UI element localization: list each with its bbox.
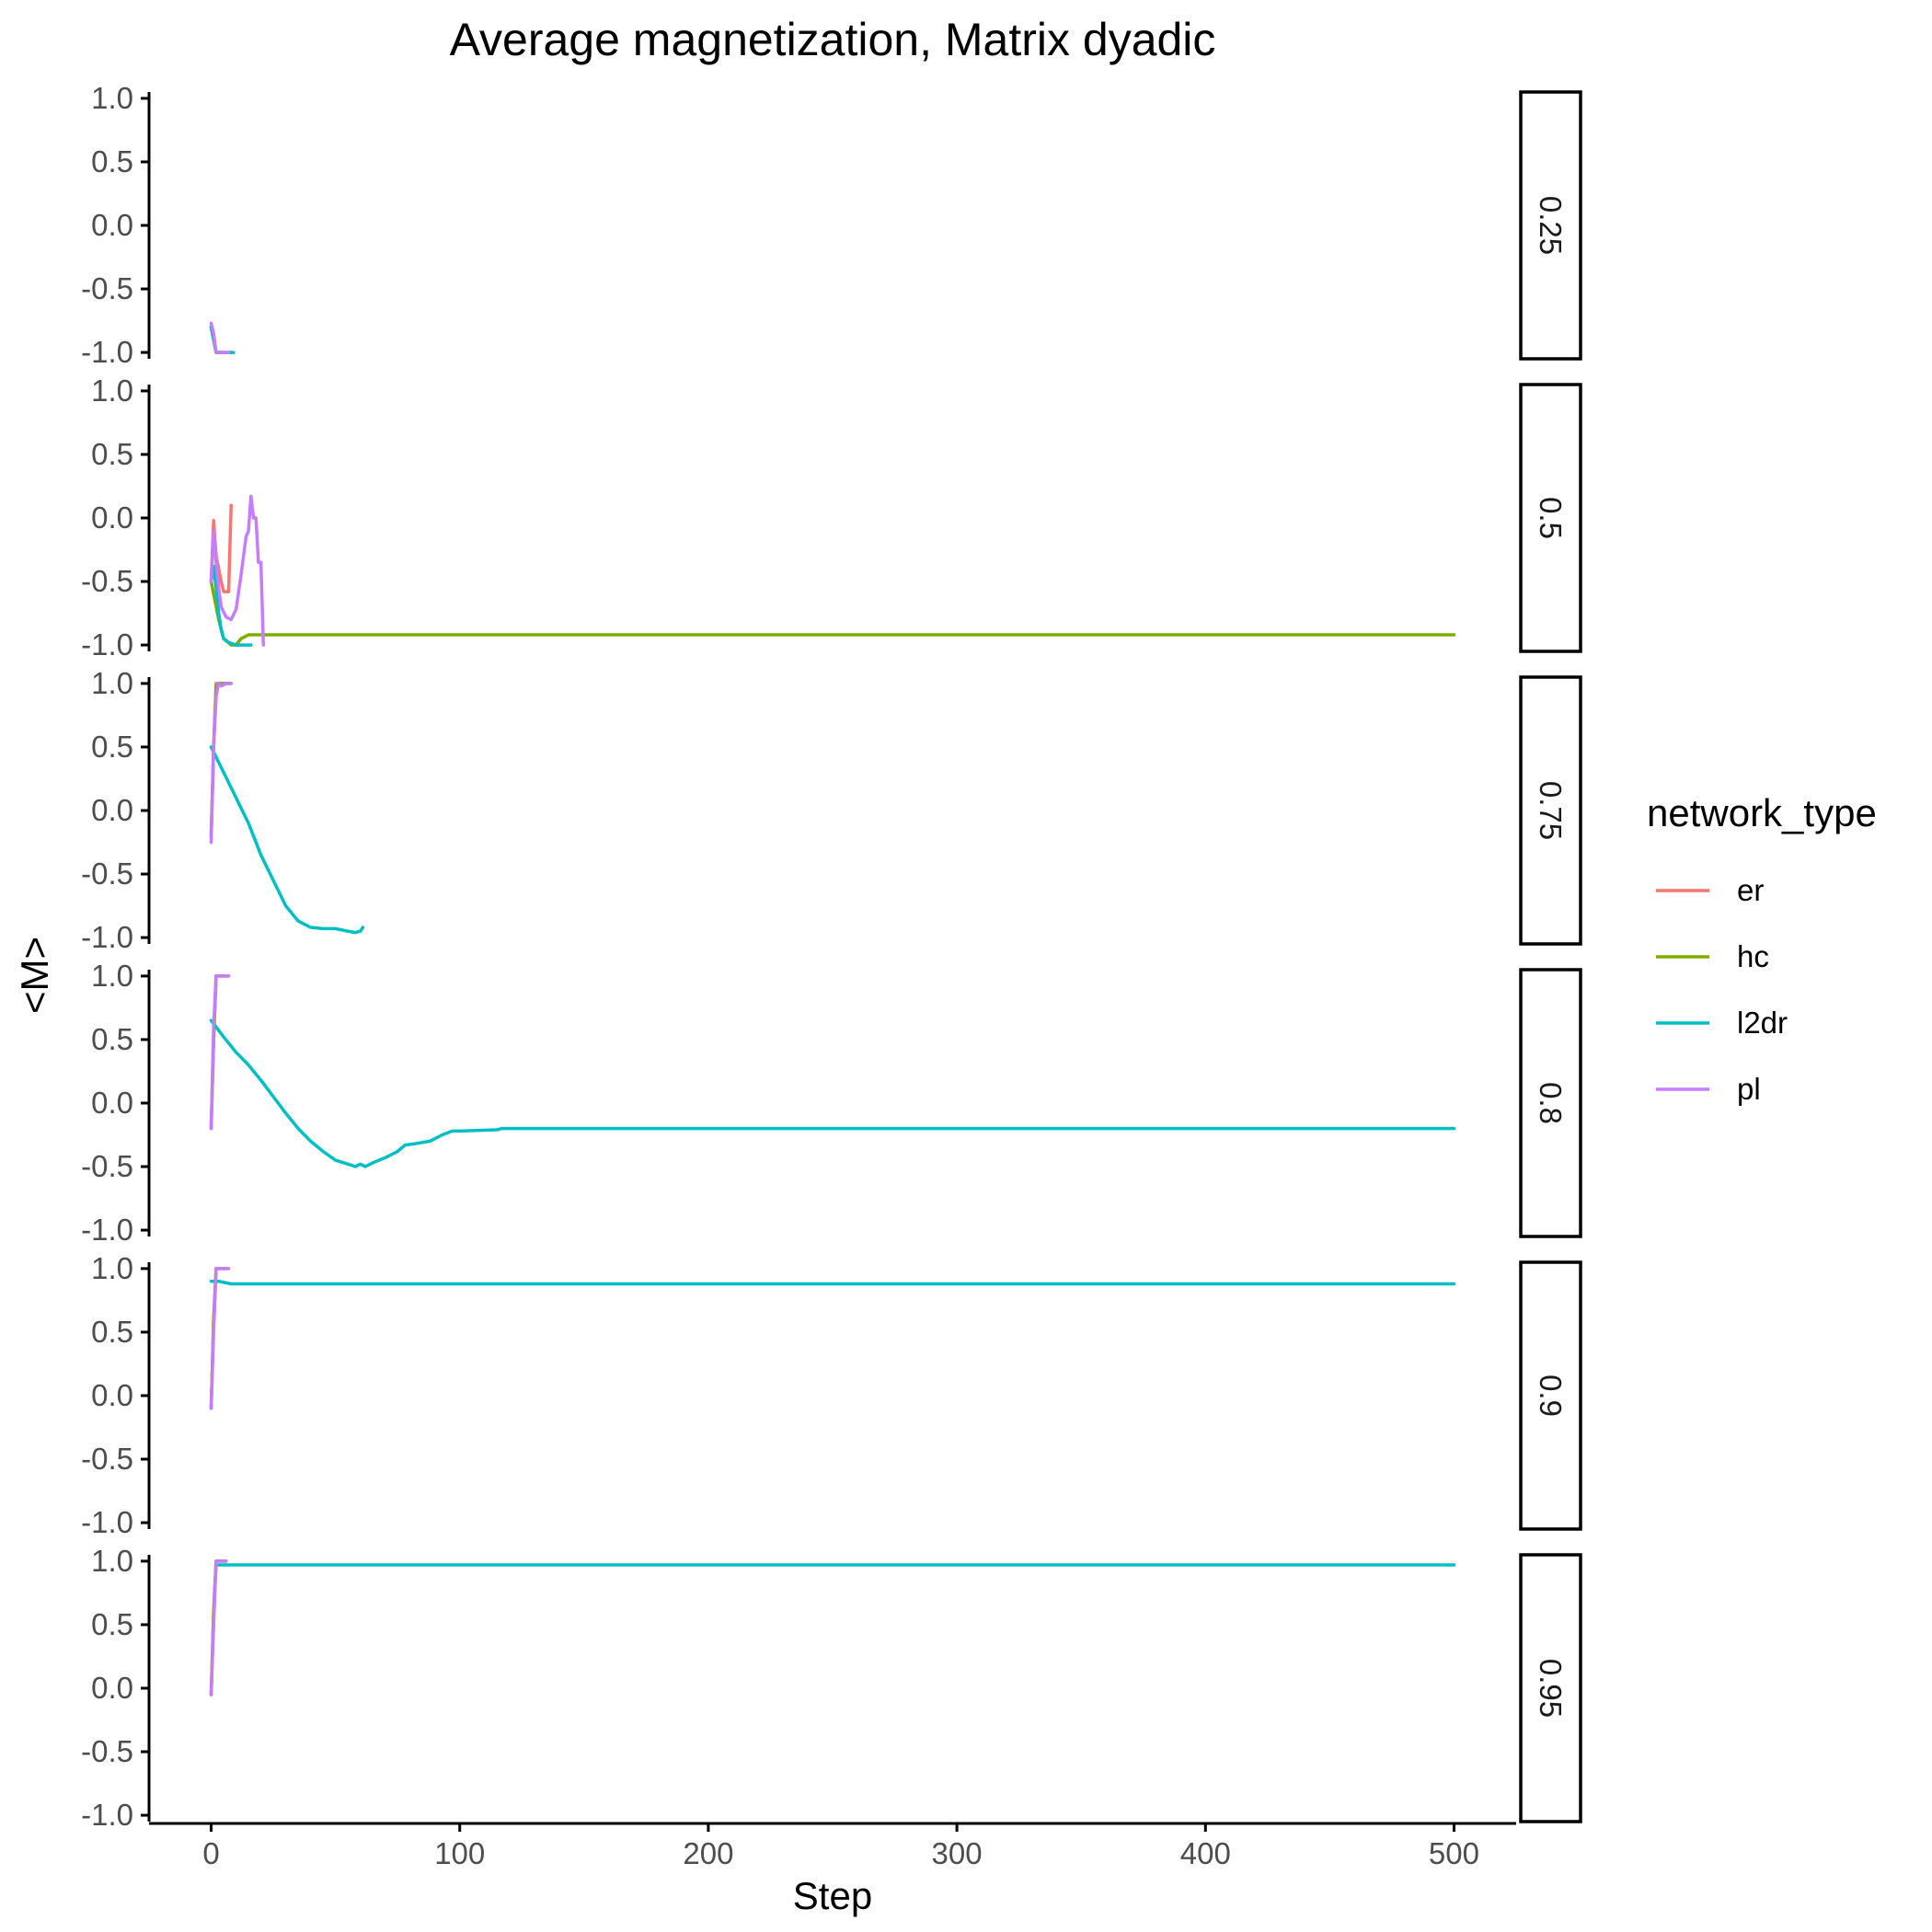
- y-tick-label: 0.0: [91, 793, 133, 827]
- series-line-pl: [209, 1559, 228, 1696]
- facet-panel-0.95: 1.0 0.5 0.0 -0.5 -1.0 0.95: [81, 1544, 1582, 1832]
- series-line-pl: [209, 1267, 231, 1410]
- y-tick-label: 0.5: [91, 730, 133, 764]
- y-tick-label: -1.0: [81, 1213, 133, 1247]
- y-tick-label: 1.0: [91, 1544, 133, 1578]
- y-tick-label: 1.0: [91, 374, 133, 408]
- facet-strip-label: 0.25: [1534, 196, 1568, 255]
- facet-strip: [1519, 1260, 1582, 1531]
- facet-strip: [1519, 675, 1582, 946]
- facet-strip: [1519, 1553, 1582, 1823]
- x-tick-label: 400: [1180, 1836, 1231, 1870]
- y-tick-label: -0.5: [81, 857, 133, 891]
- y-tick-label: 0.0: [91, 208, 133, 242]
- legend-title: network_type: [1647, 791, 1877, 834]
- x-tick-label: 500: [1429, 1836, 1479, 1870]
- series-line-l2dr: [209, 1018, 1456, 1168]
- y-tick-label: -1.0: [81, 335, 133, 369]
- y-tick-label: 1.0: [91, 1251, 133, 1285]
- facet-strip-label: 0.5: [1534, 497, 1568, 539]
- x-tick-label: 0: [202, 1836, 219, 1870]
- facet-panels: 1.0 0.5 0.0 -0.5 -1.0 0.25 1.0 0.5 0.0 -0.5 -1.0 0.…: [81, 81, 1582, 1832]
- facet-strip-label: 0.8: [1534, 1082, 1568, 1124]
- y-tick-label: -0.5: [81, 564, 133, 598]
- x-axis: 0 100 200 300 400 500: [149, 1822, 1516, 1870]
- y-tick-label: 0.0: [91, 1086, 133, 1120]
- x-tick-label: 300: [932, 1836, 983, 1870]
- legend-label: pl: [1737, 1072, 1761, 1106]
- chart-title: Average magnetization, Matrix dyadic: [450, 14, 1216, 65]
- legend-item-pl: pl: [1656, 1072, 1761, 1106]
- y-tick-label: 1.0: [91, 81, 133, 115]
- facet-panel-0.8: 1.0 0.5 0.0 -0.5 -1.0 0.8: [81, 959, 1582, 1247]
- series-line-pl: [209, 494, 266, 647]
- y-tick-label: -0.5: [81, 1734, 133, 1768]
- y-tick-label: 0.0: [91, 1378, 133, 1412]
- facet-strip-label: 0.95: [1534, 1659, 1568, 1718]
- y-tick-label: -0.5: [81, 271, 133, 305]
- facet-panel-0.5: 1.0 0.5 0.0 -0.5 -1.0 0.5: [81, 374, 1582, 661]
- legend: network_type er hc l2dr pl: [1647, 791, 1877, 1106]
- x-tick-label: 200: [683, 1836, 733, 1870]
- series-line-l2dr: [209, 1279, 1456, 1286]
- series-line-er: [209, 503, 233, 593]
- legend-label: l2dr: [1737, 1006, 1788, 1040]
- y-tick-label: -1.0: [81, 1798, 133, 1832]
- legend-item-hc: hc: [1656, 939, 1769, 973]
- series-line-pl: [209, 321, 231, 354]
- facet-panel-0.25: 1.0 0.5 0.0 -0.5 -1.0 0.25: [81, 81, 1582, 369]
- y-tick-label: 0.5: [91, 144, 133, 178]
- y-tick-label: -1.0: [81, 1505, 133, 1539]
- facet-strip-label: 0.9: [1534, 1374, 1568, 1417]
- y-tick-label: -1.0: [81, 627, 133, 661]
- y-tick-label: 0.5: [91, 1315, 133, 1349]
- y-tick-label: -0.5: [81, 1149, 133, 1183]
- x-tick-label: 100: [434, 1836, 485, 1870]
- y-tick-label: -1.0: [81, 920, 133, 954]
- y-tick-label: -0.5: [81, 1442, 133, 1476]
- legend-item-er: er: [1656, 873, 1764, 907]
- facet-strip: [1519, 90, 1582, 361]
- series-line-hc: [209, 580, 1456, 647]
- series-line-pl: [209, 974, 231, 1131]
- facet-strip-label: 0.75: [1534, 781, 1568, 840]
- series-line-l2dr: [209, 745, 365, 935]
- y-tick-label: 0.5: [91, 1022, 133, 1056]
- y-tick-label: 1.0: [91, 959, 133, 993]
- facet-panel-0.75: 1.0 0.5 0.0 -0.5 -1.0 0.75: [81, 666, 1582, 954]
- facet-strip: [1519, 968, 1582, 1238]
- y-tick-label: 0.5: [91, 1607, 133, 1641]
- y-axis-title: <M>: [13, 937, 56, 1014]
- y-tick-label: 0.0: [91, 1671, 133, 1705]
- legend-label: er: [1737, 873, 1764, 907]
- facet-strip: [1519, 383, 1582, 653]
- x-axis-title: Step: [793, 1874, 872, 1917]
- series-line-pl: [209, 682, 233, 845]
- legend-label: hc: [1737, 939, 1769, 973]
- y-tick-label: 1.0: [91, 666, 133, 700]
- facet-panel-0.9: 1.0 0.5 0.0 -0.5 -1.0 0.9: [81, 1251, 1582, 1539]
- y-tick-label: 0.5: [91, 437, 133, 471]
- y-tick-label: 0.0: [91, 500, 133, 535]
- legend-item-l2dr: l2dr: [1656, 1006, 1788, 1040]
- series-line-l2dr: [209, 564, 253, 647]
